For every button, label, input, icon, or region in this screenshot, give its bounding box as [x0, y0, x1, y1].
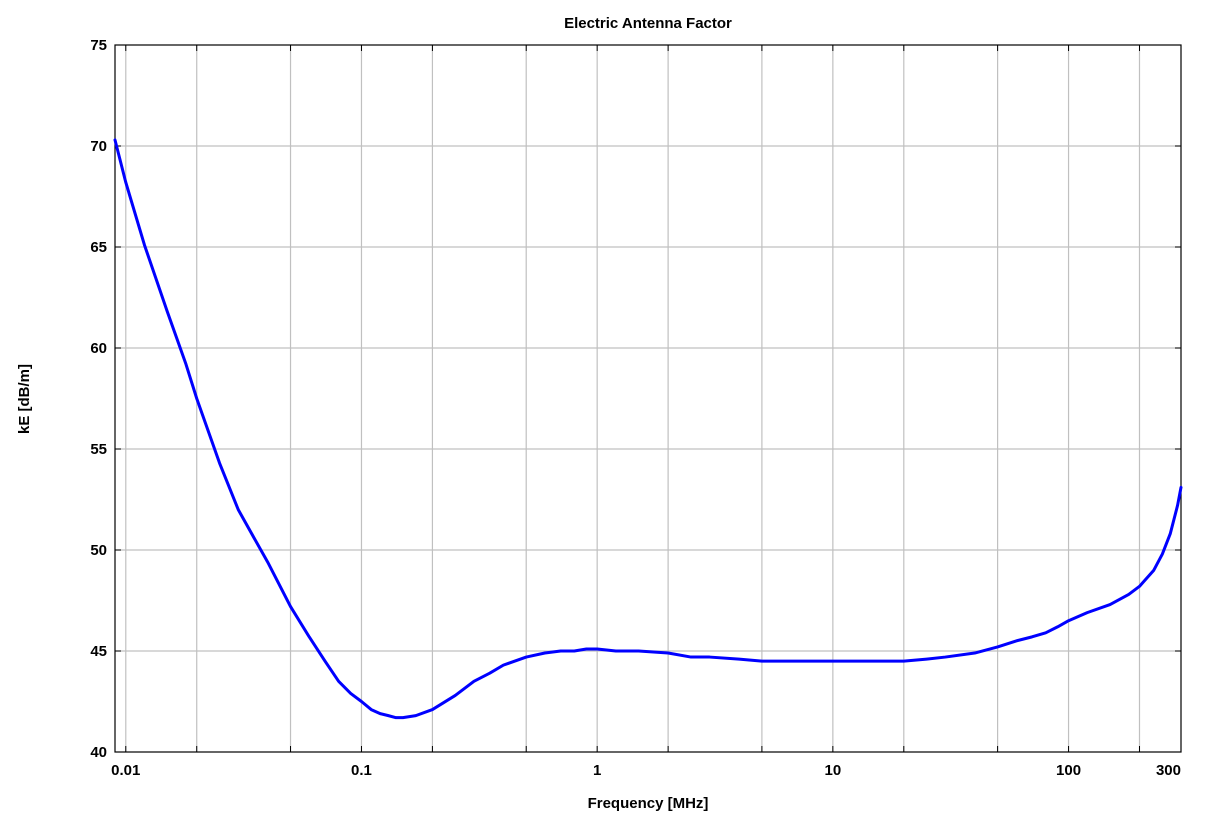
x-tick-label: 0.1 — [351, 762, 372, 779]
y-tick-labels: 40 45 50 55 60 65 70 75 — [90, 37, 107, 761]
y-tick-label: 70 — [90, 138, 107, 155]
x-tick-label: 0.01 — [111, 762, 140, 779]
axis-ticks — [115, 44, 1181, 753]
x-tick-labels: 0.01 0.1 1 10 100 300 — [111, 762, 1181, 779]
plot-frame — [114, 44, 1182, 753]
y-tick-label: 60 — [90, 340, 107, 357]
x-tick-label: 300 — [1156, 762, 1181, 779]
y-tick-label: 45 — [90, 643, 107, 660]
x-axis-label: Frequency [MHz] — [588, 795, 709, 812]
y-tick-label: 50 — [90, 542, 107, 559]
y-tick-label: 55 — [90, 441, 107, 458]
grid — [115, 45, 1181, 752]
y-tick-label: 75 — [90, 37, 107, 54]
y-tick-label: 40 — [90, 744, 107, 761]
chart-title: Electric Antenna Factor — [564, 15, 732, 32]
y-axis-label: kE [dB/m] — [16, 364, 33, 434]
y-tick-label: 65 — [90, 239, 107, 256]
x-tick-label: 100 — [1056, 762, 1081, 779]
x-tick-label: 1 — [593, 762, 601, 779]
x-tick-label: 10 — [825, 762, 842, 779]
series-line — [113, 138, 1183, 720]
